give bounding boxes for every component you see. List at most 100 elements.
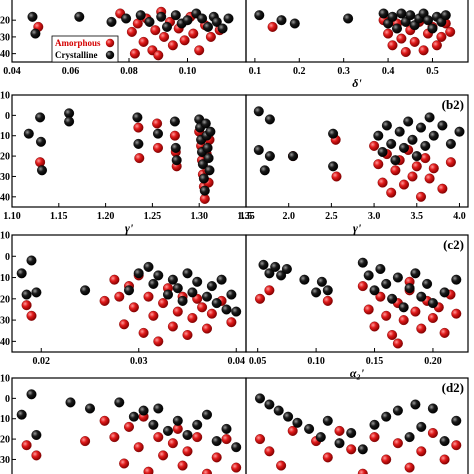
amorphous-point-a2-3 <box>387 40 398 51</box>
crystalline-point-d1-4 <box>84 403 95 414</box>
crystalline-point-d1-17 <box>231 442 242 453</box>
y-tick-label-d1-2: -10 <box>0 414 10 425</box>
amorphous-point-c1-13 <box>158 298 169 309</box>
crystalline-point-d1-7 <box>138 405 149 416</box>
crystalline-point-a1-17 <box>217 23 228 34</box>
crystalline-point-b2-7 <box>328 161 339 172</box>
amorphous-point-b2-3 <box>369 140 380 151</box>
crystalline-point-d2-18 <box>439 436 450 447</box>
amorphous-point-c1-10 <box>143 291 154 302</box>
y-tick-label-c1-0: 10 <box>0 231 10 242</box>
x-tick-label-b2-2: 2.5 <box>325 211 338 222</box>
y-tick-label-c1-4: -30 <box>0 316 10 327</box>
crystalline-point-b2-13 <box>394 126 405 137</box>
crystalline-point-c1-15 <box>187 287 198 298</box>
amorphous-point-a2-16 <box>445 26 456 37</box>
crystalline-point-a1-18 <box>223 13 234 24</box>
y-tick-label-c1-3: -20 <box>0 294 10 305</box>
amorphous-point-a1-7 <box>150 25 161 36</box>
legend-marker-crystalline <box>105 50 115 60</box>
amorphous-point-c1-18 <box>182 330 193 341</box>
amorphous-point-b2-17 <box>428 163 439 174</box>
crystalline-point-d2-13 <box>392 405 403 416</box>
amorphous-point-d2-12 <box>404 462 415 473</box>
crystalline-point-c1-12 <box>172 283 183 294</box>
crystalline-point-c1-23 <box>231 306 242 317</box>
amorphous-point-d1-19 <box>211 452 222 463</box>
crystalline-point-d2-6 <box>315 432 326 443</box>
amorphous-point-a1-13 <box>179 35 190 46</box>
amorphous-point-d2-8 <box>357 468 368 474</box>
crystalline-point-c2-2 <box>270 261 281 272</box>
crystalline-point-c1-18 <box>206 281 217 292</box>
crystalline-point-c2-10 <box>363 270 374 281</box>
x-tick-label-a2-0: 0.1 <box>249 66 262 77</box>
points-d1 <box>16 389 242 474</box>
crystalline-point-b2-3 <box>264 151 275 162</box>
amorphous-point-b2-2 <box>331 171 342 182</box>
crystalline-point-c1-11 <box>167 274 178 285</box>
amorphous-point-b2-16 <box>424 173 435 184</box>
amorphous-point-d2-9 <box>369 432 380 443</box>
crystalline-point-b1-10 <box>170 142 181 153</box>
panel-a1: 0.04 0.06 0.08 0.10 -20 -30 -40 <box>0 0 247 77</box>
amorphous-point-c1-23 <box>206 308 217 319</box>
points-c1 <box>16 255 242 347</box>
x-axis-label-b1: γ' <box>125 221 134 235</box>
y-tick-label-a1-0: -20 <box>0 16 10 27</box>
crystalline-point-d1-1 <box>26 389 37 400</box>
crystalline-point-a1-8 <box>161 21 172 32</box>
legend-label-crystalline: Crystalline <box>55 50 98 60</box>
panel-b1: 1.10 1.15 1.20 1.25 1.30 1.35 10 0 -10 -20 -30 -40 γ… <box>0 91 255 236</box>
amorphous-point-b2-18 <box>437 183 448 194</box>
amorphous-point-b2-8 <box>390 165 401 176</box>
crystalline-point-d2-8 <box>334 438 345 449</box>
amorphous-point-a2-13 <box>431 40 442 51</box>
amorphous-point-d2-11 <box>392 438 403 449</box>
amorphous-point-d1-17 <box>192 432 203 443</box>
panel-a2: 0.1 0.2 0.3 0.4 0.5 δ' <box>245 0 469 90</box>
amorphous-point-c2-4 <box>363 304 374 315</box>
crystalline-point-c1-22 <box>226 289 237 300</box>
crystalline-point-c2-4 <box>281 264 292 275</box>
y-tick-label-b1-1: 0 <box>5 111 10 122</box>
amorphous-point-c1-0 <box>21 300 32 311</box>
crystalline-point-c1-9 <box>153 270 164 281</box>
amorphous-point-a1-20 <box>129 48 140 59</box>
crystalline-point-b2-8 <box>373 130 384 141</box>
x-tick-label-b2-3: 3.0 <box>368 211 381 222</box>
x-tick-label-c1-1: 0.03 <box>130 356 148 367</box>
amorphous-point-d1-20 <box>221 434 232 445</box>
x-tick-label-c2-1: 0.10 <box>307 356 325 367</box>
crystalline-point-c2-19 <box>416 291 427 302</box>
crystalline-point-b1-9 <box>169 116 180 127</box>
amorphous-point-d1-21 <box>231 462 242 473</box>
amorphous-point-a1-11 <box>167 40 178 51</box>
amorphous-point-a1-9 <box>159 31 170 42</box>
amorphous-point-c2-3 <box>357 281 368 292</box>
amorphous-point-d1-5 <box>119 458 130 469</box>
y-tick-label-b1-3: -20 <box>0 152 10 163</box>
crystalline-point-c2-3 <box>276 270 287 281</box>
amorphous-point-a1-2 <box>126 26 137 37</box>
points-b1 <box>23 108 216 204</box>
amorphous-point-d2-14 <box>427 428 438 439</box>
amorphous-point-d2-2 <box>276 460 287 471</box>
crystalline-point-b1-21 <box>202 142 213 153</box>
x-tick-label-c2-0: 0.05 <box>249 356 267 367</box>
crystalline-point-d2-11 <box>369 419 380 430</box>
amorphous-point-c2-13 <box>416 323 427 334</box>
amorphous-point-d1-15 <box>177 460 188 471</box>
crystalline-point-c1-7 <box>143 261 154 272</box>
x-tick-label-b1-0: 1.10 <box>3 211 21 222</box>
amorphous-point-c1-1 <box>26 310 37 321</box>
x-tick-label-a1-0: 0.04 <box>3 66 21 77</box>
panel-d1: 100-10-20-30-40 <box>0 374 247 474</box>
crystalline-point-a2-18 <box>440 10 451 21</box>
x-tick-label-b2-5: 4.0 <box>453 211 466 222</box>
y-tick-label-c1-2: -10 <box>0 273 10 284</box>
x-tick-label-b1-3: 1.25 <box>144 211 162 222</box>
crystalline-point-a2-1 <box>276 15 287 26</box>
crystalline-point-b2-17 <box>411 151 422 162</box>
